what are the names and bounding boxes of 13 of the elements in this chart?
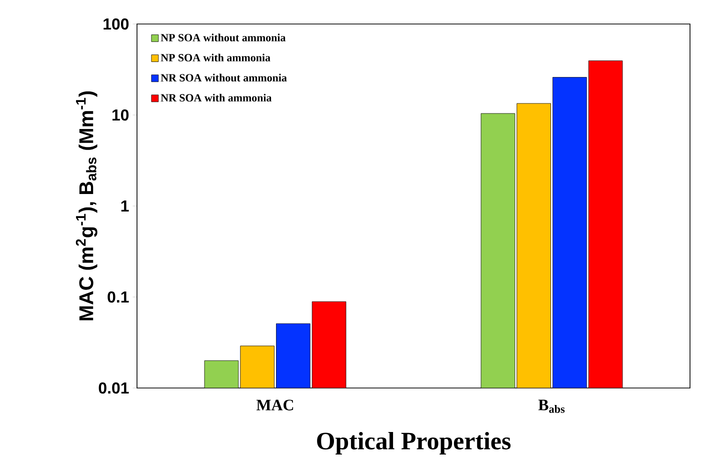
y-tick-label: 0.01 bbox=[98, 382, 129, 394]
y-tick-label: 1 bbox=[121, 200, 129, 212]
x-axis-title: Optical Properties bbox=[317, 432, 511, 455]
legend-label: NR SOA with ammonia bbox=[160, 94, 272, 102]
legend-label: NP SOA with ammonia bbox=[160, 54, 270, 62]
legend-label: NR SOA without ammonia bbox=[160, 74, 287, 82]
text: MAC (m$^{2}$g$^{-1}$), B$_{abs}$ (Mm$^{-1}$) bbox=[76, 91, 98, 320]
y-tick-label: 0.1 bbox=[108, 291, 129, 303]
legend-label: NP SOA without ammonia bbox=[160, 34, 286, 42]
y-tick-label: 100 bbox=[104, 18, 129, 30]
x-tick-label: MAC bbox=[256, 400, 294, 410]
x-tick-label: B$_{abs}$ bbox=[538, 400, 565, 413]
y-tick-label: 10 bbox=[112, 109, 129, 121]
